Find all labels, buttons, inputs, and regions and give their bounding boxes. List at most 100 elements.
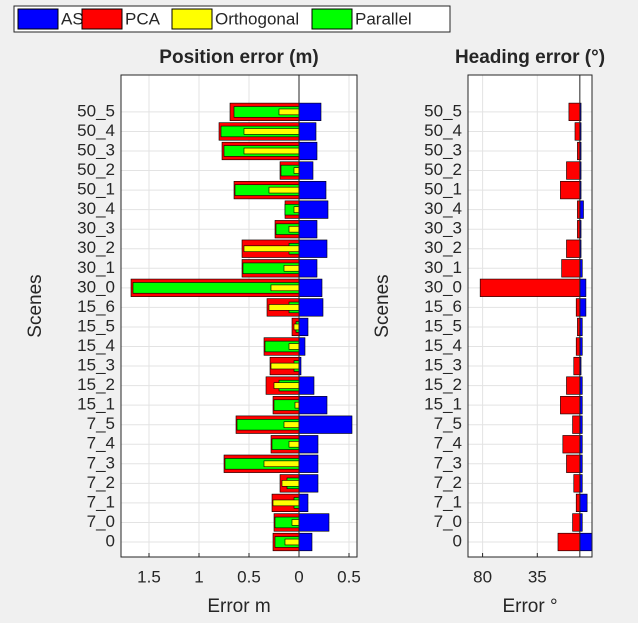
bar [263,460,300,468]
bar [270,284,300,292]
bar [283,421,300,428]
bar [293,323,300,331]
y-tick-label: 7_4 [434,434,462,453]
bar [288,441,300,448]
bar [243,128,300,135]
legend-swatch [171,8,213,30]
bar [579,278,587,297]
bar [288,343,300,350]
y-tick-label: 50_2 [424,160,462,179]
bar [288,225,300,233]
y-tick-label: 15_2 [424,375,462,394]
bar [298,259,318,278]
y-tick-label: 0 [453,531,462,550]
bar [298,200,329,219]
bar [284,538,300,546]
bar [298,141,318,161]
x-tick-label: 0.5 [337,567,361,586]
y-tick-label: 7_3 [434,453,462,472]
bar [566,161,581,180]
y-tick-label: 7_0 [87,512,115,531]
y-tick-label: 7_0 [434,512,462,531]
legend-swatch [17,8,59,30]
bar [575,493,581,512]
bar [561,259,581,278]
bar [298,181,327,200]
y-tick-label: 15_3 [424,356,462,375]
bar [270,362,300,370]
y-tick-label: 50_3 [424,140,462,159]
bar [566,376,581,395]
y-tick-label: 30_1 [424,258,462,277]
legend-swatch [81,8,123,30]
bar [566,454,581,473]
bar [293,206,300,213]
legend-label: PCA [125,9,161,28]
y-tick-label: 50_3 [77,140,115,159]
bar [293,167,300,174]
axes-frame [120,74,358,558]
y-tick-label: 7_2 [434,473,462,492]
chart-title: Position error (m) [159,47,318,68]
y-tick-label: 30_2 [77,238,115,257]
y-tick-label: 7_2 [87,473,115,492]
y-tick-label: 50_4 [77,121,115,140]
bar [572,415,581,434]
y-tick-label: 30_0 [424,277,462,296]
x-tick-label: 80 [473,567,492,586]
y-tick-label: 7_5 [87,414,115,433]
bar [298,239,328,258]
plot-area [468,75,592,557]
bar [291,519,300,526]
x-tick-label: 0 [294,567,303,586]
bar [298,317,309,337]
y-tick-label: 15_4 [77,336,115,355]
bar [298,396,328,415]
bar [298,376,315,395]
bar [560,181,581,200]
bar [298,220,318,239]
y-tick-label: 7_1 [434,492,462,511]
y-tick-label: 7_1 [87,492,115,511]
y-tick-label: 30_4 [77,199,115,218]
bar [298,122,317,141]
y-tick-label: 30_2 [424,238,462,257]
y-tick-label: 50_4 [424,121,462,140]
x-tick-label: 0.5 [237,567,261,586]
x-axis-label: Error ° [502,596,557,617]
bar [298,513,330,532]
bar [294,401,300,409]
bar [479,278,581,297]
y-tick-label: 15_6 [424,297,462,316]
bar [572,513,581,532]
bar [298,454,319,473]
bar [298,102,322,121]
bar [562,435,581,454]
bar [573,356,581,376]
y-axis-label: Scenes [25,274,46,337]
y-tick-label: 50_2 [77,160,115,179]
bar [573,474,581,493]
bar [298,415,353,434]
legend-label: Parallel [355,9,412,28]
bar [268,186,300,194]
y-tick-label: 7_3 [87,453,115,472]
bar [579,532,593,552]
bar [278,108,300,116]
bar [574,122,581,141]
bar [281,480,300,487]
bar [298,298,324,317]
y-tick-label: 15_4 [424,336,462,355]
y-tick-label: 30_1 [77,258,115,277]
y-tick-label: 15_3 [77,356,115,375]
bar [560,396,581,415]
bar [243,245,300,252]
y-axis-label: Scenes [372,274,393,337]
bar [273,382,300,389]
bar [243,147,300,155]
y-tick-label: 30_4 [424,199,462,218]
bar [568,102,581,121]
y-tick-label: 15_2 [77,375,115,394]
